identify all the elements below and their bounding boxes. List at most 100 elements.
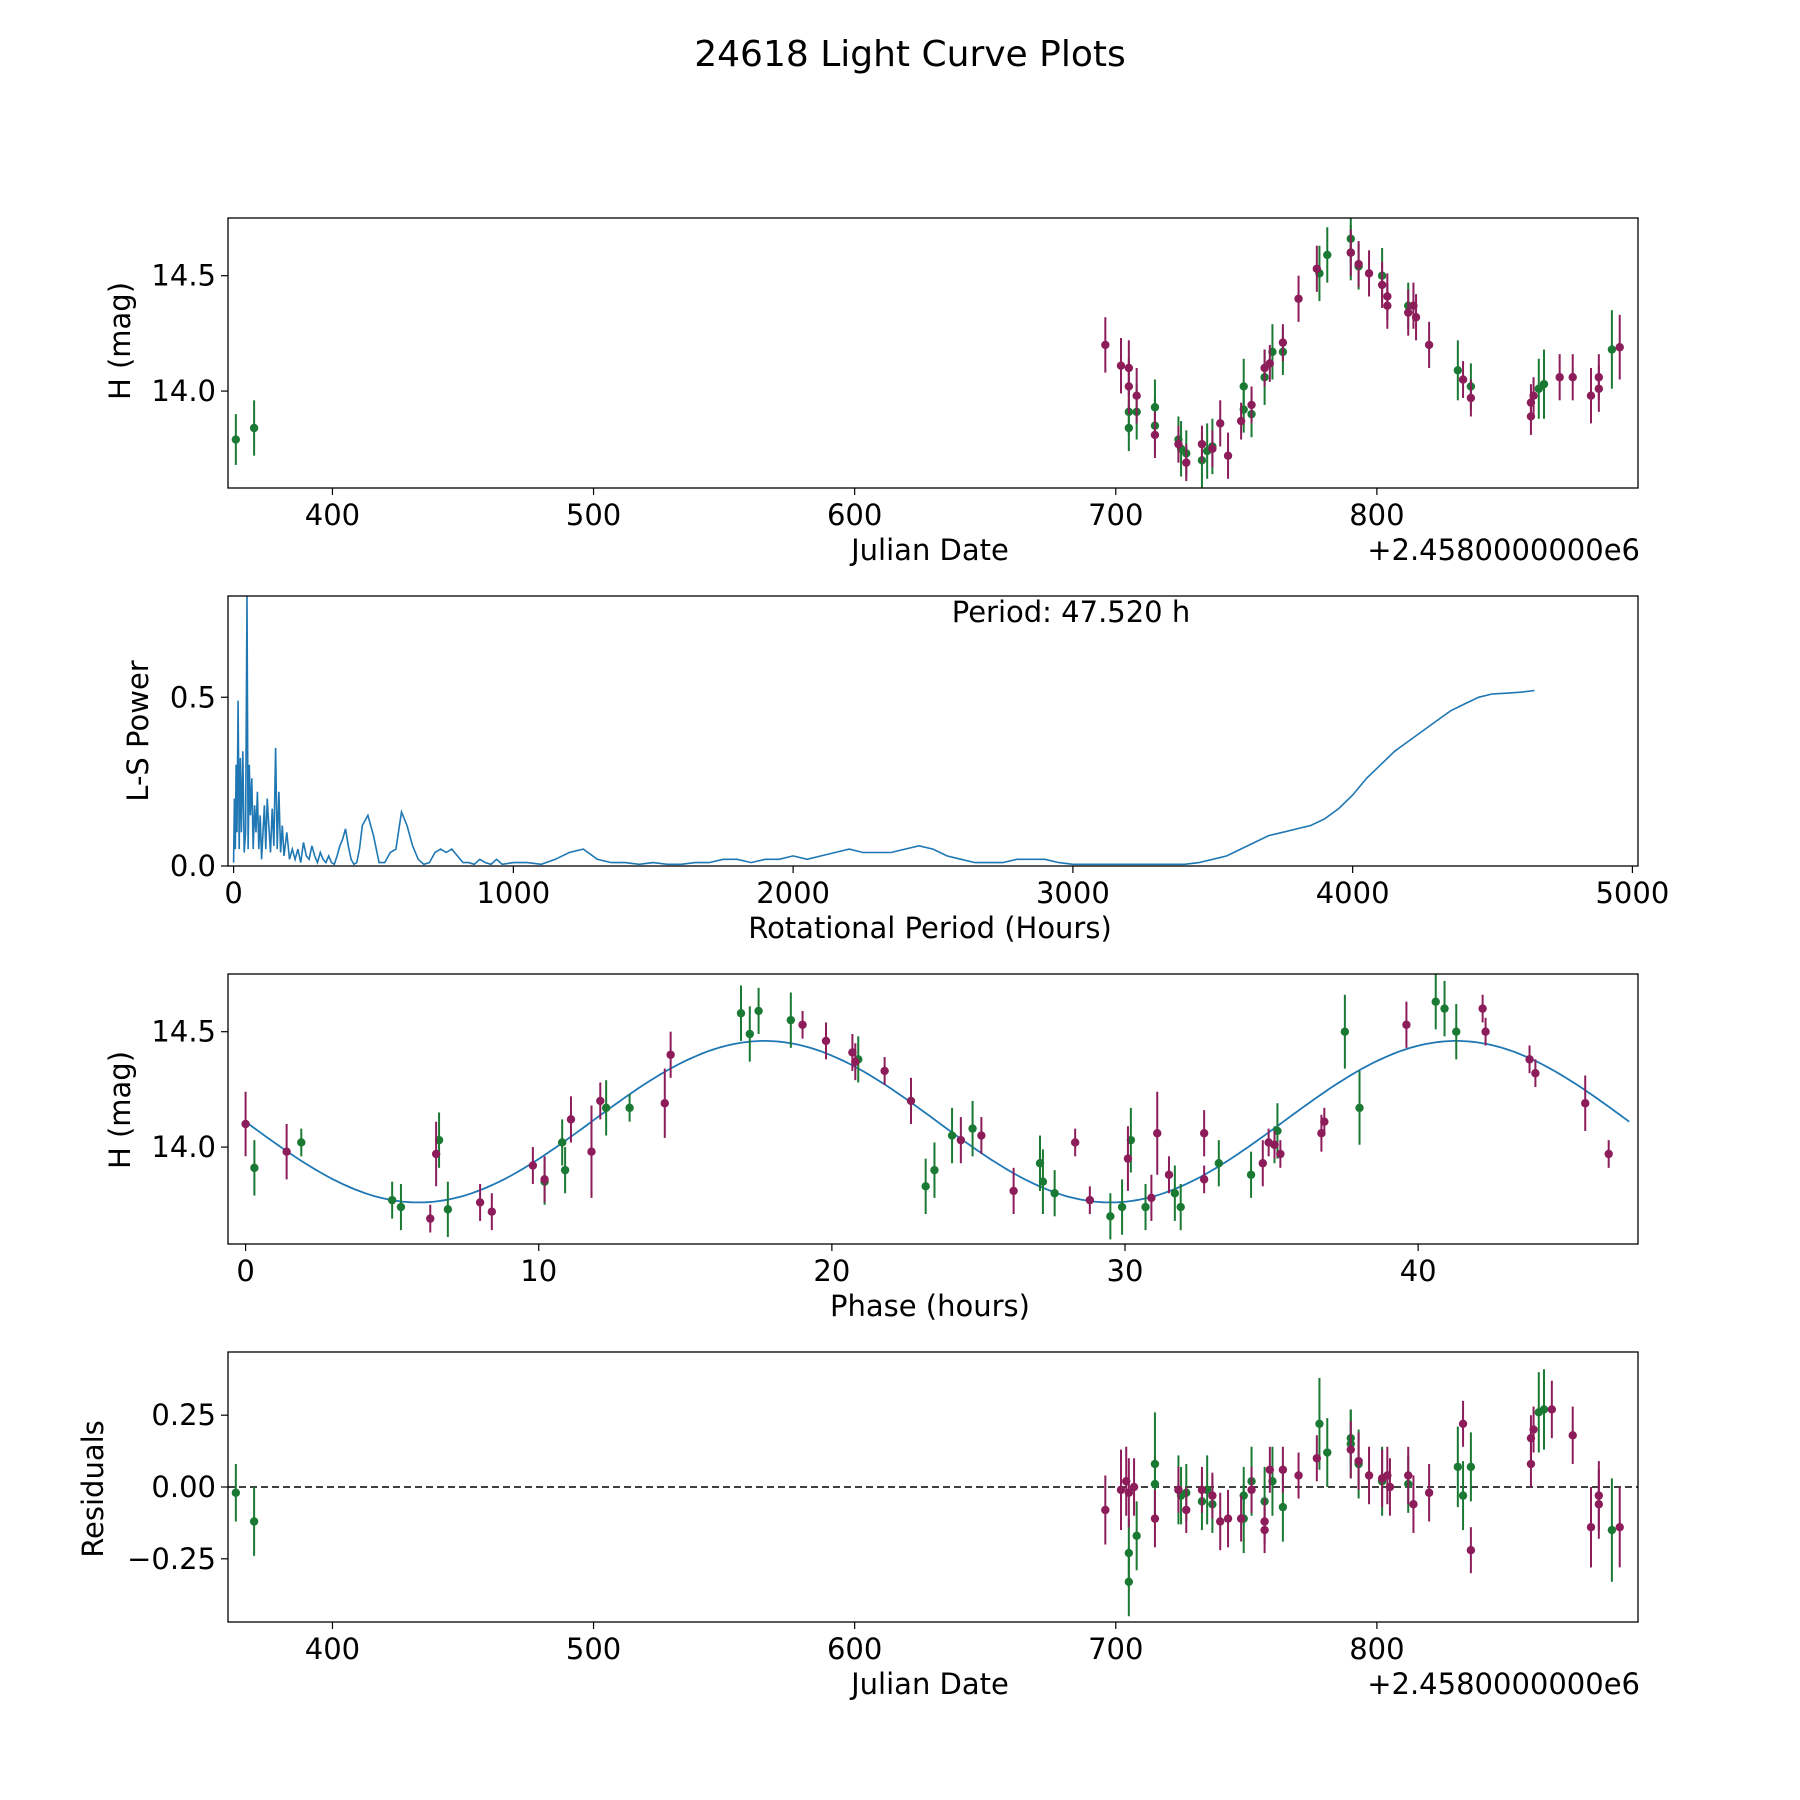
data-point	[1320, 1117, 1329, 1126]
y-tick-label-lightcurve: 14.5	[151, 259, 216, 293]
panel-phased-ylabel: H (mag)	[103, 1051, 137, 1169]
data-point	[1170, 1189, 1180, 1198]
data-point	[1404, 308, 1413, 317]
data-point	[1466, 1462, 1476, 1472]
data-point	[1323, 1448, 1332, 1457]
data-point	[1615, 1523, 1624, 1532]
data-point	[1431, 997, 1440, 1006]
data-point	[1323, 250, 1332, 260]
data-point	[1539, 1405, 1549, 1414]
data-point	[1594, 1500, 1604, 1509]
data-point	[1129, 1482, 1139, 1492]
data-point	[906, 1096, 916, 1106]
data-point	[1150, 1514, 1160, 1523]
data-point	[1478, 1004, 1487, 1013]
panel-periodogram-ylabel: L-S Power	[121, 660, 155, 801]
data-point	[1458, 1419, 1468, 1429]
data-point	[1383, 301, 1392, 310]
data-point	[754, 1006, 763, 1016]
y-tick-label-periodogram: 0.0	[170, 849, 216, 883]
data-point	[487, 1207, 497, 1216]
data-point	[851, 1057, 860, 1066]
data-point	[1312, 264, 1322, 273]
plot-area-periodogram	[232, 595, 1535, 866]
data-point	[786, 1015, 796, 1025]
data-point	[1466, 393, 1476, 403]
data-point	[921, 1182, 930, 1191]
y-tick-label-phased: 14.0	[151, 1130, 216, 1164]
y-tick-label-residuals: −0.25	[127, 1542, 216, 1576]
data-point	[1354, 259, 1363, 269]
data-point	[1402, 1020, 1411, 1029]
panel-residuals-ylabel: Residuals	[76, 1420, 110, 1558]
x-tick-label-lightcurve: 400	[305, 498, 360, 532]
data-point	[1182, 1505, 1191, 1515]
data-point	[1216, 1517, 1225, 1526]
x-tick-label-lightcurve: 700	[1088, 498, 1143, 532]
data-point	[1294, 1471, 1303, 1480]
y-tick-label-phased: 14.5	[151, 1015, 216, 1049]
x-tick-label-phased: 40	[1400, 1254, 1437, 1288]
data-point	[231, 1488, 241, 1497]
data-point	[1346, 1445, 1355, 1454]
data-point	[1466, 1545, 1476, 1555]
data-point	[1174, 439, 1183, 449]
data-point	[1604, 1149, 1613, 1159]
data-point	[249, 423, 259, 433]
data-point	[596, 1096, 605, 1106]
data-point	[1174, 1485, 1183, 1495]
data-point	[1440, 1004, 1449, 1013]
x-tick-label-residuals: 500	[566, 1632, 621, 1666]
data-point	[1278, 338, 1288, 347]
series-magenta	[1101, 1380, 1624, 1574]
axes-frame-lightcurve	[227, 217, 1639, 489]
data-point	[1123, 1154, 1133, 1163]
data-point	[1385, 1482, 1395, 1492]
data-point	[947, 1131, 957, 1140]
data-point	[426, 1214, 435, 1223]
data-point	[1247, 1485, 1256, 1495]
data-point	[1453, 366, 1463, 375]
data-point	[249, 1517, 259, 1526]
data-point	[557, 1138, 567, 1147]
data-point	[1070, 1138, 1080, 1147]
data-point	[1364, 269, 1374, 278]
data-point	[587, 1147, 596, 1156]
data-point	[443, 1205, 453, 1214]
data-point	[1106, 1212, 1115, 1221]
x-tick-label-residuals: 700	[1088, 1632, 1143, 1666]
data-point	[1411, 313, 1421, 322]
data-point	[660, 1099, 669, 1108]
data-point	[1199, 1129, 1209, 1138]
data-point	[1568, 373, 1577, 382]
data-point	[540, 1175, 549, 1184]
data-point	[666, 1050, 675, 1059]
data-point	[1208, 1491, 1217, 1500]
plot-area-residuals	[228, 1369, 1638, 1617]
x-tick-label-periodogram: 1000	[476, 876, 550, 910]
panel-periodogram-annotation: Period: 47.520 h	[952, 595, 1191, 629]
data-point	[1354, 1456, 1363, 1466]
data-point	[1481, 1027, 1490, 1036]
data-point	[1116, 1485, 1126, 1495]
series-green	[231, 218, 1617, 488]
y-tick-label-periodogram: 0.5	[170, 680, 216, 714]
data-point	[1197, 1485, 1207, 1495]
data-point	[745, 1029, 754, 1039]
data-point	[1594, 373, 1604, 382]
data-point	[1147, 1193, 1156, 1203]
data-point	[1453, 1462, 1463, 1472]
data-point	[1164, 1170, 1174, 1179]
data-point	[1236, 1514, 1246, 1523]
data-point	[1312, 1454, 1322, 1463]
data-point	[1101, 1505, 1110, 1515]
data-point	[387, 1195, 397, 1205]
data-point	[566, 1115, 576, 1124]
data-point	[282, 1147, 291, 1156]
data-point	[231, 435, 241, 444]
data-point	[1150, 430, 1160, 440]
data-point	[880, 1066, 889, 1076]
data-point	[560, 1165, 570, 1175]
data-point	[1223, 451, 1233, 460]
